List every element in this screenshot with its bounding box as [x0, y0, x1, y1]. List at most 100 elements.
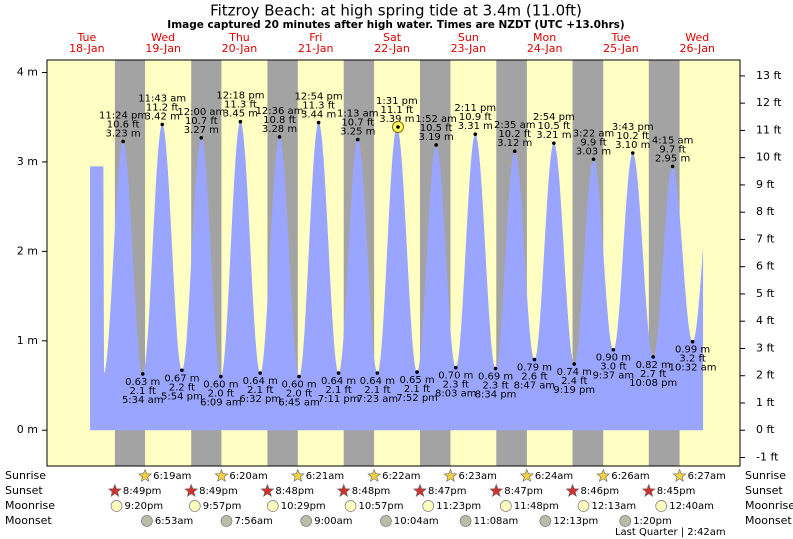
- sunset-time: 8:49pm: [199, 486, 238, 497]
- tide-point: [297, 374, 301, 379]
- y2-tick-label: 0 ft: [756, 423, 775, 436]
- moonset-time: 12:13pm: [553, 516, 598, 527]
- tide-feet: 10.7 ft: [341, 118, 374, 129]
- tide-point: [258, 371, 263, 375]
- moonrise-icon: [655, 500, 668, 512]
- moonset-time: 10:04am: [394, 516, 439, 527]
- row-label: Moonrise: [745, 499, 793, 512]
- tide-feet: 10.7 ft: [185, 116, 218, 127]
- tide-height: 3.45 m: [223, 109, 258, 120]
- tide-height: 3.19 m: [419, 132, 454, 143]
- chart-subtitle: Image captured 20 minutes after high wat…: [167, 19, 624, 31]
- day-name: Sat: [383, 31, 402, 44]
- sun-icon: [138, 468, 153, 482]
- row-label: Moonrise: [5, 499, 55, 512]
- sunset-time: 8:47pm: [504, 486, 543, 497]
- moonset-icon: [539, 515, 552, 527]
- tide-point: [121, 139, 125, 144]
- sun-icon: [443, 468, 458, 482]
- tide-feet: 2.0 ft: [286, 389, 312, 400]
- tide-point: [670, 164, 675, 169]
- tide-height: 0.67 m: [164, 373, 199, 384]
- tide-time: 8:47 am: [514, 381, 556, 392]
- tide-height: 0.63 m: [125, 377, 160, 388]
- tide-feet: 9.7 ft: [659, 144, 685, 155]
- tide-height: 0.60 m: [203, 380, 238, 391]
- tide-height: 0.69 m: [478, 372, 513, 383]
- day-date: 26-Jan: [679, 42, 715, 55]
- tide-time: 7:23 am: [357, 394, 399, 405]
- tide-point: [630, 151, 635, 155]
- tide-point: [336, 371, 341, 375]
- moonrise-time: 11:23pm: [436, 501, 481, 512]
- tide-point: [591, 157, 596, 162]
- tide-point: [219, 374, 223, 379]
- day-date: 20-Jan: [222, 42, 258, 55]
- tide-time: 4:15 am: [652, 135, 694, 146]
- moonset-time: 11:08am: [474, 516, 519, 527]
- tide-time: 10:32 am: [669, 363, 717, 374]
- moonset-time: 6:53am: [155, 516, 193, 527]
- tide-point: [160, 122, 165, 127]
- row-label: Moonset: [5, 514, 52, 527]
- tide-time: 2:11 pm: [454, 103, 496, 114]
- tide-time: 11:43 am: [138, 93, 186, 104]
- tide-height: 3.44 m: [301, 110, 336, 121]
- day-date: 23-Jan: [451, 42, 487, 55]
- tide-point: [611, 347, 616, 352]
- row-label: Sunset: [745, 484, 783, 497]
- day-date: 19-Jan: [145, 42, 181, 55]
- tide-point: [180, 368, 184, 373]
- moonset-time: 9:00am: [314, 516, 352, 527]
- sunrise-time: 6:23am: [458, 471, 496, 482]
- tide-feet: 10.5 ft: [538, 121, 571, 132]
- moonrise-icon: [110, 500, 123, 512]
- y2-tick-label: 8 ft: [756, 205, 775, 218]
- y2-tick-label: 3 ft: [756, 341, 775, 354]
- sun-icon: [413, 483, 427, 497]
- tide-feet: 10.2 ft: [616, 131, 649, 142]
- sunset-time: 8:46pm: [581, 486, 620, 497]
- row-label: Sunrise: [5, 469, 46, 482]
- tide-time: 12:00 am: [177, 107, 225, 118]
- y-tick-label: 3 m: [17, 155, 38, 168]
- tide-height: 3.25 m: [340, 127, 375, 138]
- tide-time: 1:13 am: [337, 109, 379, 120]
- y2-tick-label: 4 ft: [756, 314, 775, 327]
- tide-feet: 2.7 ft: [640, 369, 666, 380]
- sun-icon: [290, 468, 305, 482]
- moon-phase: Last Quarter | 2:42am: [615, 527, 726, 538]
- tide-feet: 2.1 ft: [325, 385, 351, 396]
- sunset-time: 8:49pm: [123, 486, 162, 497]
- tide-time: 5:54 pm: [161, 391, 203, 402]
- tide-time: 2:35 am: [494, 120, 536, 131]
- tide-height: 3.31 m: [458, 121, 493, 132]
- tide-feet: 11.3 ft: [224, 100, 257, 111]
- day-name: Mon: [533, 31, 556, 44]
- tide-time: 7:52 pm: [396, 393, 438, 404]
- tide-height: 0.79 m: [517, 363, 552, 374]
- tide-time: 1:31 pm: [376, 96, 418, 107]
- y2-tick-label: -1 ft: [756, 450, 779, 463]
- sun-icon: [367, 468, 382, 482]
- tide-height: 0.82 m: [636, 360, 671, 371]
- tide-time: 12:18 pm: [216, 91, 264, 102]
- sunrise-time: 6:19am: [153, 471, 191, 482]
- tide-height: 0.65 m: [399, 375, 434, 386]
- tide-point: [512, 149, 517, 154]
- tide-height: 0.64 m: [360, 376, 395, 387]
- tide-feet: 2.3 ft: [443, 380, 469, 391]
- y2-tick-label: 1 ft: [756, 396, 775, 409]
- tide-feet: 10.6 ft: [107, 119, 140, 130]
- tide-time: 11:24 pm: [99, 110, 147, 121]
- day-date: 24-Jan: [527, 42, 563, 55]
- moonrise-icon: [188, 500, 201, 512]
- day-date: 22-Jan: [374, 42, 410, 55]
- moonrise-time: 9:20pm: [125, 501, 164, 512]
- y2-tick-label: 11 ft: [756, 123, 782, 136]
- moonrise-time: 12:13am: [591, 501, 636, 512]
- moonset-icon: [141, 515, 153, 527]
- tide-height: 0.60 m: [281, 380, 316, 391]
- plot-frame: [46, 59, 741, 467]
- y2-tick-label: 7 ft: [756, 232, 775, 245]
